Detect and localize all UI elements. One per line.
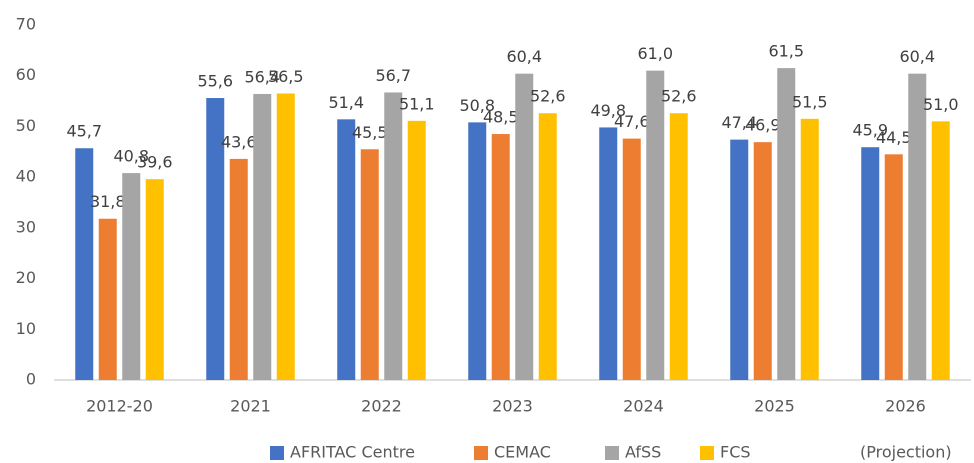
data-label: 56,5 xyxy=(268,67,304,86)
legend-swatch xyxy=(700,446,714,460)
x-tick-label: 2023 xyxy=(492,397,533,416)
bar xyxy=(491,134,510,380)
annotation: (Projection) xyxy=(860,443,952,462)
x-tick-label: 2021 xyxy=(230,397,271,416)
data-label: 45,9 xyxy=(852,121,888,140)
y-tick-label: 40 xyxy=(16,167,36,186)
bar xyxy=(753,142,772,380)
bar xyxy=(253,93,272,380)
data-label: 44,5 xyxy=(876,128,912,147)
bar xyxy=(384,92,403,380)
data-label: 48,5 xyxy=(483,108,519,127)
y-tick-label: 60 xyxy=(16,65,36,84)
data-label: 51,1 xyxy=(399,94,435,113)
bar xyxy=(515,73,534,380)
bar xyxy=(122,173,141,380)
data-label: 45,5 xyxy=(352,123,388,142)
x-tick-label: 2025 xyxy=(754,397,795,416)
data-label: 56,7 xyxy=(375,66,411,85)
bar xyxy=(98,218,117,380)
bar xyxy=(777,68,796,380)
bar xyxy=(468,122,487,380)
data-label: 51,5 xyxy=(792,92,828,111)
bar xyxy=(407,120,426,380)
data-label: 61,0 xyxy=(637,44,673,63)
bar xyxy=(861,147,880,380)
data-label: 56,4 xyxy=(244,67,280,86)
legend-swatch xyxy=(474,446,488,460)
bar xyxy=(622,138,641,380)
x-tick-label: 2026 xyxy=(885,397,926,416)
bar xyxy=(75,148,94,380)
x-tick-label: 2024 xyxy=(623,397,664,416)
bar xyxy=(229,158,248,380)
bar xyxy=(599,127,618,380)
data-label: 51,4 xyxy=(328,93,364,112)
bar xyxy=(931,121,950,380)
data-label: 60,4 xyxy=(899,47,935,66)
y-tick-label: 20 xyxy=(16,268,36,287)
bar xyxy=(646,70,665,381)
bar xyxy=(730,139,749,380)
y-tick-label: 10 xyxy=(16,319,36,338)
data-label: 40,8 xyxy=(113,147,149,166)
legend-swatch xyxy=(270,446,284,460)
data-label: 31,8 xyxy=(90,192,126,211)
bar xyxy=(669,113,688,380)
legend-swatch xyxy=(605,446,619,460)
y-tick-label: 50 xyxy=(16,116,36,135)
data-label: 50,8 xyxy=(459,96,495,115)
data-label: 49,8 xyxy=(590,101,626,120)
bar xyxy=(360,149,379,380)
bar xyxy=(538,113,557,380)
y-tick-label: 30 xyxy=(16,217,36,236)
x-tick-label: 2012-20 xyxy=(86,397,153,416)
legend-label: AfSS xyxy=(625,443,661,462)
x-tick-label: 2022 xyxy=(361,397,402,416)
bar xyxy=(884,154,903,380)
data-label: 51,0 xyxy=(923,95,959,114)
y-tick-label: 70 xyxy=(16,15,36,34)
data-label: 45,7 xyxy=(66,122,102,141)
bar xyxy=(800,118,819,381)
bar xyxy=(337,119,356,380)
data-label: 39,6 xyxy=(137,153,173,172)
legend-label: FCS xyxy=(720,443,751,462)
bar xyxy=(908,73,927,380)
data-label: 52,6 xyxy=(661,87,697,106)
legend-label: CEMAC xyxy=(494,443,551,462)
data-label: 60,4 xyxy=(506,47,542,66)
legend-label: AFRITAC Centre xyxy=(290,443,415,462)
data-label: 47,4 xyxy=(721,113,757,132)
data-label: 52,6 xyxy=(530,87,566,106)
bar xyxy=(276,93,295,380)
data-label: 61,5 xyxy=(768,42,804,61)
y-tick-label: 0 xyxy=(26,370,36,389)
bar xyxy=(145,179,164,380)
data-label: 55,6 xyxy=(197,72,233,91)
data-label: 46,9 xyxy=(745,116,781,135)
data-label: 43,6 xyxy=(221,132,257,151)
bar xyxy=(206,98,225,381)
data-label: 47,6 xyxy=(614,112,650,131)
